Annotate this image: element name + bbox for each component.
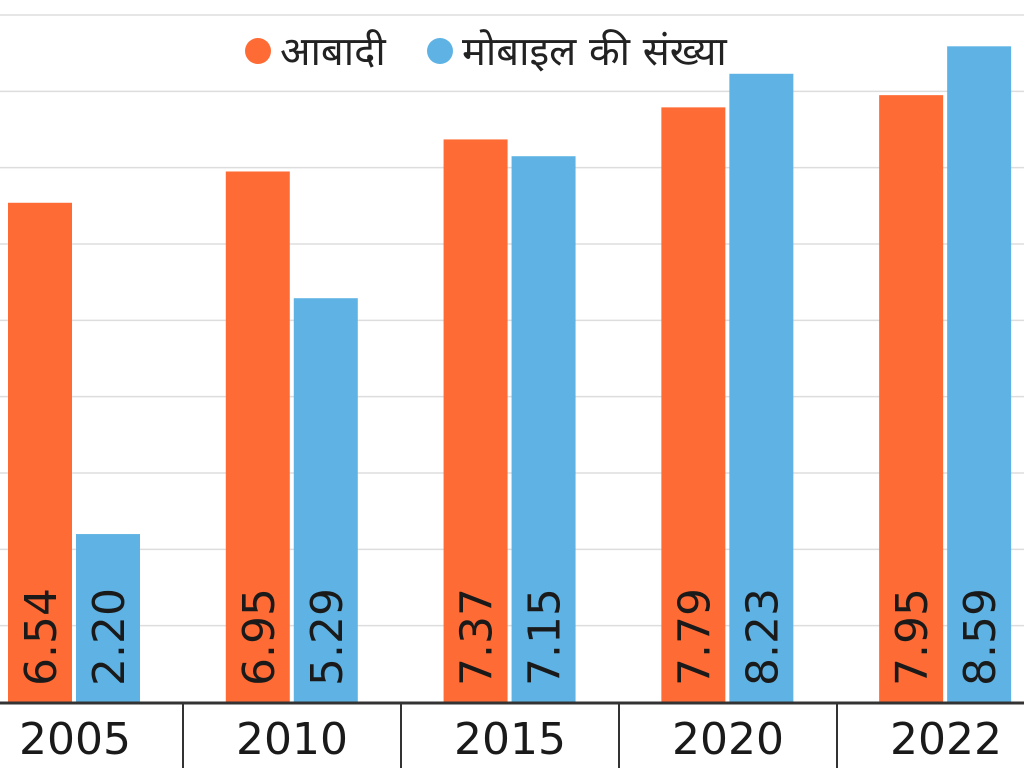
bar-2022-series-0 [879, 95, 944, 702]
bar-2010-series-1 [293, 298, 358, 702]
value-label-2015-series-1: 7.15 [520, 588, 571, 686]
bars [8, 46, 1012, 702]
value-label-2005-series-1: 2.20 [84, 588, 135, 686]
x-tick-label-2020: 2020 [672, 714, 784, 765]
bar-2005-series-0 [8, 202, 72, 702]
legend-label-population: आबादी [280, 29, 386, 75]
x-axis: 2005 2010 2015 2020 2022 [0, 701, 1024, 768]
legend-label-mobiles: मोबाइल की संख्या [462, 29, 727, 75]
bar-2020-series-0 [661, 107, 726, 702]
legend-marker-population [245, 38, 271, 64]
bar-2020-series-1 [729, 73, 794, 702]
legend-marker-mobiles [427, 38, 453, 64]
x-tick-label-2022: 2022 [890, 714, 1002, 765]
bar-2015-series-1 [511, 156, 576, 702]
value-label-2022-series-0: 7.95 [887, 588, 938, 686]
value-label-2022-series-1: 8.59 [955, 588, 1006, 686]
bar-2022-series-1 [947, 46, 1012, 702]
x-tick-label-2005: 2005 [19, 714, 131, 765]
bar-2005-series-1 [76, 534, 140, 702]
value-label-2010-series-0: 6.95 [234, 588, 285, 686]
bar-2015-series-0 [443, 139, 508, 702]
x-tick-label-2010: 2010 [236, 714, 348, 765]
value-label-2010-series-1: 5.29 [302, 588, 353, 686]
value-label-2015-series-0: 7.37 [452, 588, 503, 686]
value-label-2020-series-1: 8.23 [737, 588, 788, 686]
x-tick-label-2015: 2015 [454, 714, 566, 765]
bar-2010-series-0 [225, 171, 290, 702]
value-label-2005-series-0: 6.54 [16, 588, 67, 686]
value-label-2020-series-0: 7.79 [669, 588, 720, 686]
legend: आबादी मोबाइल की संख्या [245, 29, 727, 75]
value-labels: 6.54 2.20 6.95 5.29 7.37 7.15 7.79 8.23 7.95 8.59 [16, 588, 1006, 686]
